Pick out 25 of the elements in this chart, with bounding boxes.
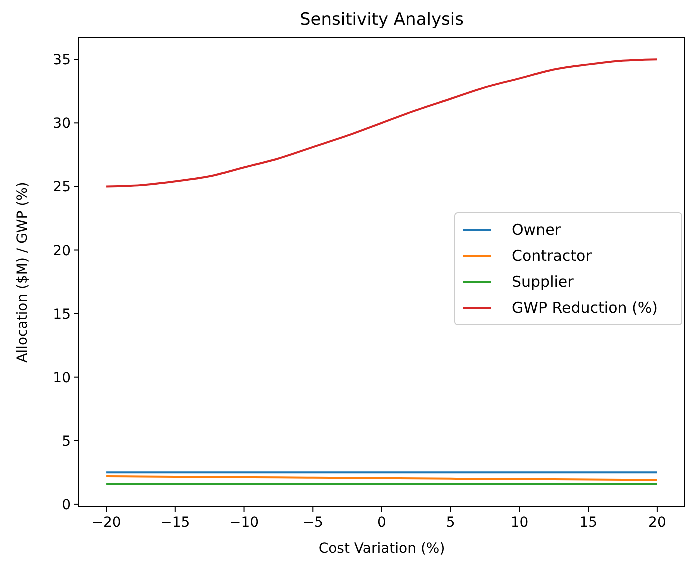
y-tick-label: 0 (62, 497, 71, 514)
y-tick-label: 10 (53, 370, 71, 386)
x-tick-label: −5 (302, 515, 324, 531)
x-tick-label: 15 (580, 515, 598, 531)
legend-label: Supplier (512, 273, 575, 291)
x-tick-label: 10 (510, 515, 529, 531)
x-axis-title: Cost Variation (%) (318, 541, 446, 557)
y-tick-label: 25 (53, 180, 71, 196)
y-tick-label: 30 (53, 116, 71, 132)
legend-label: Owner (512, 221, 562, 239)
line-series (106, 58, 658, 188)
chart-title: Sensitivity Analysis (300, 10, 464, 30)
y-tick-label: 5 (62, 434, 71, 450)
y-tick-label: 15 (53, 306, 71, 323)
legend-label: GWP Reduction (%) (512, 299, 658, 317)
y-tick-label: 20 (53, 243, 71, 260)
x-tick-label: −20 (92, 515, 122, 531)
y-tick-label: 35 (53, 52, 71, 69)
x-tick-label: 20 (648, 515, 666, 531)
x-tick-label: −10 (230, 515, 260, 531)
y-axis-title: Allocation ($M) / GWP (%) (15, 182, 31, 363)
x-tick-label: 0 (378, 515, 386, 531)
legend-label: Contractor (512, 247, 593, 265)
x-tick-label: 5 (446, 515, 456, 531)
x-tick-label: −15 (160, 515, 190, 531)
